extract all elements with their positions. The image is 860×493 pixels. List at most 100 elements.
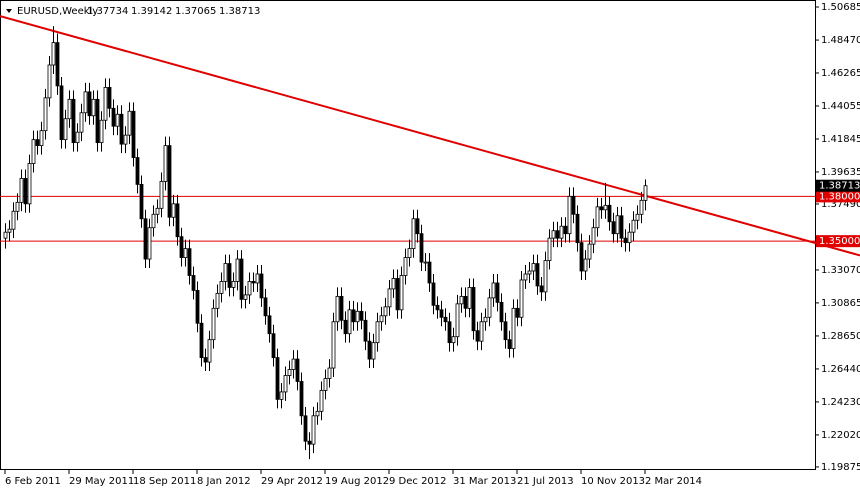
candle-body	[399, 275, 404, 311]
x-tick-label: 8 Jan 2012	[197, 476, 251, 487]
candle-body	[159, 181, 164, 209]
candle-body	[123, 134, 128, 145]
candle-body	[127, 110, 132, 136]
candle-body	[563, 225, 568, 235]
candle-body	[211, 307, 216, 341]
trendline	[0, 15, 860, 257]
candle-body	[535, 263, 540, 287]
candle-body	[283, 375, 288, 393]
candle-body	[587, 243, 592, 260]
candle-body	[259, 273, 264, 299]
candle-body	[463, 295, 468, 309]
candle-body	[423, 261, 428, 264]
candle-body	[619, 215, 624, 239]
candle-body	[495, 282, 500, 303]
candle-body	[551, 230, 556, 239]
candle-body	[611, 221, 616, 235]
candle-body	[103, 86, 108, 121]
y-tick-label: 1.33070	[821, 265, 860, 276]
candle-body	[115, 113, 120, 127]
candle-body	[243, 294, 248, 300]
candle-body	[43, 97, 48, 132]
x-tick-label: 21 Jul 2013	[517, 476, 574, 487]
candle-body	[607, 204, 612, 223]
candle-body	[171, 203, 176, 218]
candle-body	[427, 261, 432, 284]
candle-body	[319, 390, 324, 412]
candle-body	[579, 242, 584, 272]
candle-body	[575, 213, 580, 244]
candle-body	[583, 258, 588, 272]
candle-body	[507, 339, 512, 350]
candle-body	[459, 295, 464, 305]
candle-body	[395, 278, 400, 311]
candle-body	[567, 195, 572, 235]
last-price-label: 1.38713	[819, 181, 860, 192]
last-price-box	[816, 179, 860, 192]
candle-body	[139, 184, 144, 220]
y-tick-label: 1.19875	[821, 462, 860, 473]
candle-body	[231, 281, 236, 288]
candle-body	[179, 236, 184, 258]
candle-body	[303, 415, 308, 442]
candle-body	[227, 263, 232, 288]
candle-body	[315, 410, 320, 417]
candle-body	[263, 297, 268, 317]
candle-body	[547, 237, 552, 261]
candle-body	[195, 290, 200, 324]
y-tick-label: 1.30865	[821, 298, 860, 309]
candle-body	[515, 307, 520, 318]
candle-body	[87, 91, 92, 117]
candle-body	[23, 178, 28, 205]
candle-body	[75, 131, 80, 144]
candle-body	[407, 248, 412, 258]
level-label: 1.38000	[819, 191, 860, 202]
candle-body	[447, 321, 452, 344]
candle-body	[539, 285, 544, 293]
y-tick-label: 1.22020	[821, 430, 860, 441]
candle-body	[599, 206, 604, 211]
candle-body	[47, 64, 52, 99]
candle-body	[71, 98, 76, 144]
candle-body	[151, 213, 156, 229]
candle-body	[131, 110, 136, 158]
candle-body	[35, 139, 40, 147]
candle-body	[215, 292, 220, 309]
candle-body	[167, 145, 172, 218]
candle-body	[247, 281, 252, 296]
header-open: 1.37734	[87, 6, 128, 17]
candle-body	[359, 310, 364, 321]
candle-body	[135, 157, 140, 185]
candle-body	[603, 204, 608, 211]
candle-body	[255, 273, 260, 284]
candle-body	[475, 330, 480, 342]
candle-body	[79, 112, 84, 133]
candle-body	[51, 42, 56, 66]
candle-body	[39, 130, 44, 147]
x-tick-label: 19 Aug 2012	[325, 476, 389, 487]
menu-triangle[interactable]	[6, 9, 12, 13]
candle-body	[467, 287, 472, 309]
candle-body	[351, 309, 356, 323]
candle-body	[543, 260, 548, 293]
candle-body	[391, 278, 396, 290]
candle-body	[479, 321, 484, 342]
x-tick-label: 10 Nov 2013	[581, 476, 645, 487]
y-tick-label: 1.50685	[821, 2, 860, 13]
candle-body	[19, 178, 24, 203]
candle-body	[387, 288, 392, 308]
candle-body	[375, 321, 380, 344]
candle-body	[91, 98, 96, 117]
candle-body	[555, 230, 560, 239]
candle-body	[335, 295, 340, 323]
candle-body	[187, 248, 192, 276]
x-tick-label: 18 Sep 2011	[133, 476, 196, 487]
candle-body	[99, 119, 104, 144]
candle-body	[615, 215, 620, 235]
y-tick-label: 1.48470	[821, 35, 860, 46]
candle-body	[623, 237, 628, 244]
candle-body	[595, 206, 600, 229]
x-tick-label: 29 Apr 2012	[261, 476, 323, 487]
